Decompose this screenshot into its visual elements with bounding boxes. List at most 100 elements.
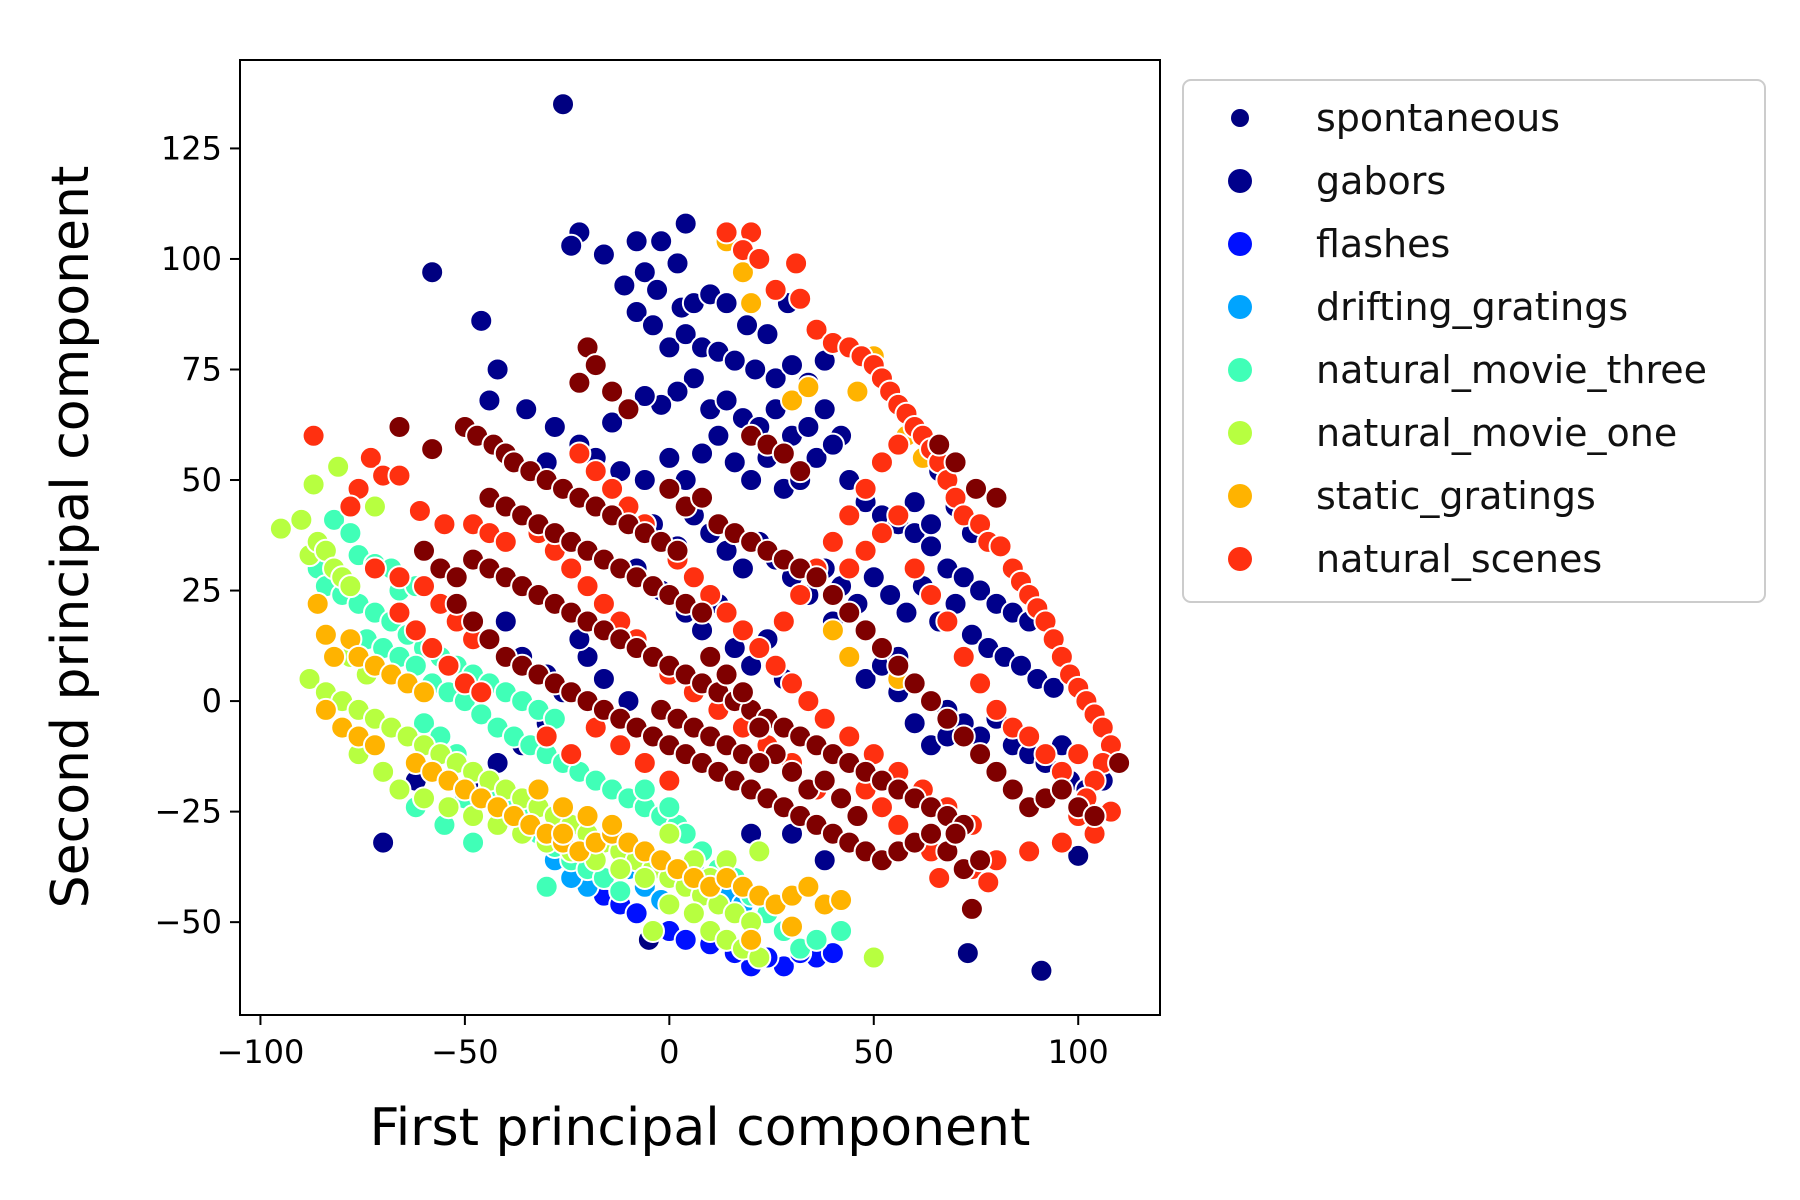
point-series-6-50 xyxy=(845,379,870,404)
point-series-7-134 xyxy=(591,591,616,616)
legend-marker xyxy=(1228,169,1252,193)
y-tick-label: 125 xyxy=(161,129,222,167)
point-series-1-14 xyxy=(735,313,760,338)
point-series-1-47 xyxy=(514,397,539,422)
point-series-8-20 xyxy=(600,379,625,404)
legend-marker xyxy=(1231,109,1249,127)
point-series-8-115 xyxy=(869,636,894,661)
point-series-1-19 xyxy=(657,335,682,360)
point-series-7-30 xyxy=(804,317,829,342)
x-tick-label: −100 xyxy=(216,1033,304,1071)
point-series-1-56 xyxy=(690,441,715,466)
point-series-8-96 xyxy=(919,821,944,846)
point-series-6-48 xyxy=(780,388,804,413)
point-series-7-140 xyxy=(534,724,559,749)
point-series-1-45 xyxy=(485,357,510,382)
point-series-1-5 xyxy=(649,229,674,254)
y-tick-label: −25 xyxy=(154,793,222,831)
point-series-8-118 xyxy=(919,689,944,714)
point-series-8-149 xyxy=(829,786,854,811)
point-series-7-18 xyxy=(403,618,428,643)
point-series-7-100 xyxy=(837,503,862,528)
point-series-8-138 xyxy=(412,538,436,563)
point-series-6-40 xyxy=(739,927,764,952)
point-series-5-56 xyxy=(640,918,665,943)
point-series-8-150 xyxy=(845,804,870,829)
point-series-1-54 xyxy=(657,445,682,470)
point-series-8-123 xyxy=(1000,777,1025,802)
y-axis: −50 −25 0 25 50 75 100 125 xyxy=(154,129,240,941)
point-series-4-1 xyxy=(338,521,363,546)
point-series-1-102 xyxy=(1041,675,1066,700)
x-axis: −100 −50 0 50 100 xyxy=(216,1015,1109,1071)
point-series-1-34 xyxy=(600,410,625,435)
point-series-7-19 xyxy=(420,636,445,661)
point-series-1-131 xyxy=(902,711,927,736)
point-series-1-4 xyxy=(624,229,649,254)
legend-marker xyxy=(1228,232,1252,256)
point-series-8-146 xyxy=(780,759,804,784)
point-series-1-144 xyxy=(591,666,616,691)
point-series-1-48 xyxy=(542,414,567,439)
point-series-5-0 xyxy=(268,516,293,541)
point-series-7-93 xyxy=(600,476,625,501)
point-series-8-157 xyxy=(747,750,772,775)
point-series-8-104 xyxy=(690,485,715,510)
point-series-7-113 xyxy=(984,697,1009,722)
point-series-6-55 xyxy=(837,644,862,669)
point-series-7-5 xyxy=(387,463,412,488)
point-series-8-140 xyxy=(444,565,469,590)
point-series-8-112 xyxy=(820,582,845,607)
point-series-0-3 xyxy=(955,941,980,966)
point-series-7-84 xyxy=(747,636,772,661)
point-series-1-97 xyxy=(959,622,984,647)
point-series-7-28 xyxy=(763,277,788,302)
point-series-8-16 xyxy=(665,538,690,563)
point-series-7-72 xyxy=(927,865,952,890)
point-series-7-27 xyxy=(784,251,809,276)
point-series-5-40 xyxy=(412,786,436,811)
point-series-6-7 xyxy=(412,680,436,705)
point-series-7-69 xyxy=(1017,839,1042,864)
point-series-1-114 xyxy=(853,666,878,691)
point-series-7-136 xyxy=(559,556,584,581)
point-series-7-107 xyxy=(886,503,911,528)
y-tick-label: 0 xyxy=(202,682,222,720)
point-series-1-0 xyxy=(673,211,698,236)
point-series-6-38 xyxy=(829,888,854,913)
point-series-7-83 xyxy=(763,653,788,678)
legend-marker xyxy=(1228,547,1252,571)
legend-marker xyxy=(1228,295,1252,319)
point-series-8-137 xyxy=(788,459,813,484)
legend-marker xyxy=(1228,358,1252,382)
point-series-6-8 xyxy=(313,697,338,722)
point-series-7-12 xyxy=(387,565,412,590)
point-series-1-6 xyxy=(665,251,690,276)
point-series-8-121 xyxy=(968,742,993,767)
legend-label: flashes xyxy=(1316,222,1450,266)
point-series-1-26 xyxy=(780,353,804,378)
point-series-8-143 xyxy=(730,680,755,705)
point-series-1-155 xyxy=(371,830,396,855)
point-series-1-70 xyxy=(919,534,944,559)
point-series-4-71 xyxy=(534,874,559,899)
point-series-1-20 xyxy=(673,322,698,347)
point-series-1-15 xyxy=(755,322,780,347)
point-series-1-58 xyxy=(722,450,747,475)
point-series-7-108 xyxy=(902,556,927,581)
point-series-8-116 xyxy=(886,653,911,678)
point-series-1-7 xyxy=(632,260,657,285)
point-series-4-57 xyxy=(657,795,682,820)
point-series-1-25 xyxy=(763,366,788,391)
point-series-1-41 xyxy=(796,414,821,439)
point-series-1-17 xyxy=(624,300,649,325)
point-series-5-9 xyxy=(326,454,351,479)
legend: spontaneous gabors flashes drifting_grating… xyxy=(1182,79,1766,603)
point-series-8-141 xyxy=(698,644,723,669)
point-series-8-131 xyxy=(943,450,968,475)
point-series-5-41 xyxy=(436,795,461,820)
point-series-1-18 xyxy=(640,313,665,338)
point-series-7-145 xyxy=(657,768,682,793)
point-series-1-23 xyxy=(722,348,747,373)
